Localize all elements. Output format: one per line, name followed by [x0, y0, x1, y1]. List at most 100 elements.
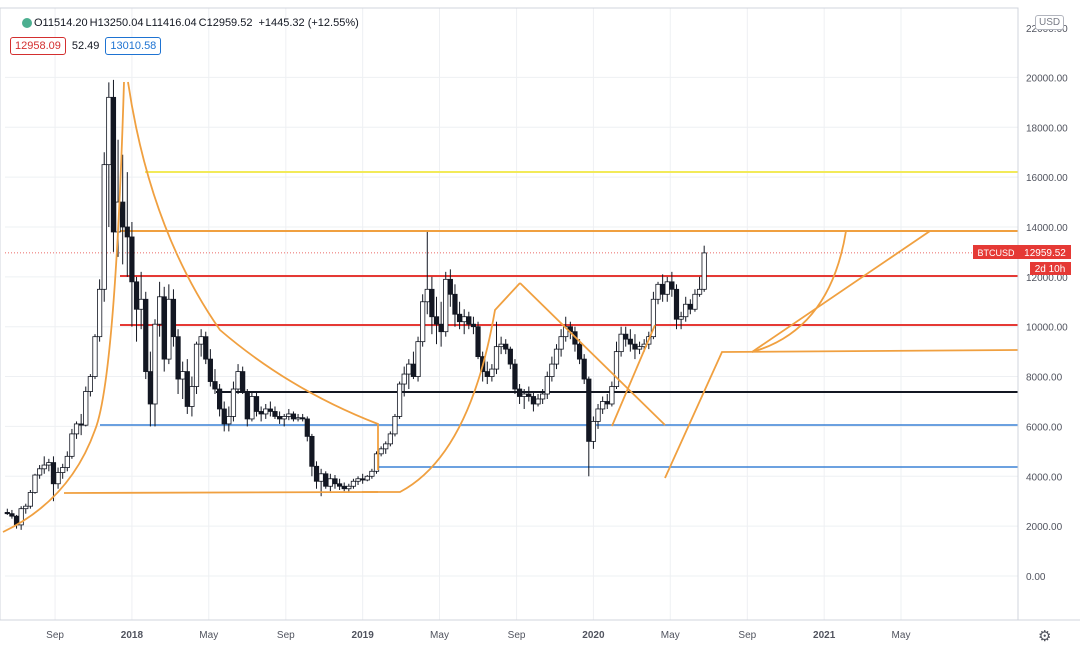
candle [401, 366, 407, 397]
x-tick-label: Sep [508, 630, 526, 641]
candle [230, 381, 237, 422]
candle [101, 152, 107, 302]
candle [350, 478, 357, 489]
candle [369, 468, 375, 479]
downtrend-2019 [519, 282, 666, 426]
candle-body [493, 346, 500, 370]
candle-body [350, 480, 357, 487]
candle [336, 478, 343, 490]
candle [590, 416, 597, 449]
x-tick-label: 2020 [582, 630, 605, 641]
candle [69, 428, 75, 459]
candle [604, 394, 610, 409]
x-tick-label: 2019 [352, 630, 375, 641]
axes: 0.00 2000.00 4000.00 6000.00 8000.00 10000.00… [0, 7, 1080, 641]
candle [360, 473, 366, 484]
candle-body [558, 336, 564, 350]
candle [364, 475, 370, 482]
candle-body [581, 358, 587, 380]
candle [535, 394, 541, 407]
indicator-left-value[interactable]: 12958.09 [10, 37, 66, 55]
candle [683, 296, 689, 322]
candle [276, 411, 283, 424]
candle-body [240, 371, 246, 392]
candle-body [336, 483, 343, 487]
candle [650, 291, 657, 340]
candle [152, 319, 158, 427]
candle-body [143, 298, 149, 372]
candle-body [244, 391, 250, 420]
candle [212, 369, 218, 395]
candle-body [323, 473, 329, 487]
candle-body [544, 376, 550, 395]
candle-body [678, 316, 684, 320]
drawing-lines [5, 171, 1018, 468]
candle [263, 403, 269, 419]
candle [341, 482, 347, 492]
candle-body [60, 467, 66, 473]
candle [267, 401, 273, 417]
candle-body [387, 433, 393, 445]
candle [466, 311, 472, 330]
candle-body [683, 303, 689, 318]
low-value: L11416.04 [145, 17, 197, 29]
candle-body [286, 413, 292, 417]
currency-badge[interactable]: USD [1035, 15, 1065, 30]
candle-body [69, 433, 75, 457]
candle-body [406, 363, 412, 375]
candle [470, 316, 477, 335]
candle [346, 483, 352, 493]
gear-icon[interactable]: ⚙ [1038, 628, 1052, 645]
candle [235, 364, 241, 395]
candle [73, 421, 80, 439]
y-tick-label: 2000.00 [1026, 522, 1063, 533]
price-tag-bg [1019, 245, 1071, 259]
candle [433, 296, 440, 345]
indicator-legend: 12958.09 52.49 13010.58 [10, 37, 162, 55]
candle-body [696, 288, 703, 295]
candle [493, 321, 500, 375]
candle-body [420, 301, 426, 343]
candle [157, 281, 163, 337]
candle-body [475, 326, 481, 358]
candle-body [64, 455, 70, 468]
indicator-right-value[interactable]: 13010.58 [105, 37, 162, 55]
candle [595, 403, 601, 429]
x-tick-label: May [430, 630, 449, 641]
candle-body [309, 435, 315, 467]
candle [120, 154, 126, 265]
candle [586, 376, 592, 477]
candle-body [489, 368, 495, 377]
y-tick-label: 6000.00 [1026, 422, 1063, 433]
candle-body [235, 371, 241, 390]
candle [4, 508, 10, 515]
candle [143, 291, 149, 380]
price-tag: 12959.52 [1024, 248, 1066, 259]
candle [180, 361, 186, 399]
candle-body [447, 278, 453, 295]
candle [396, 381, 403, 419]
symbol-tag-bg [973, 245, 1019, 259]
candle-body [138, 298, 144, 310]
candle-body [438, 323, 444, 333]
candle-body [203, 336, 209, 360]
candle-body [295, 417, 301, 420]
candle [290, 411, 297, 422]
candle [133, 276, 140, 342]
candle [249, 391, 255, 422]
candle [240, 366, 246, 395]
candle [258, 406, 264, 422]
candle [549, 356, 555, 382]
candle-body [456, 313, 463, 323]
candle-body [664, 281, 670, 295]
candle-body [687, 303, 693, 310]
candle [429, 276, 435, 335]
candle-body [258, 411, 264, 415]
candle [600, 396, 606, 414]
candle-body [378, 448, 384, 455]
candle-body [175, 336, 181, 380]
candle-body [46, 462, 52, 466]
candle [304, 416, 310, 442]
candle [424, 231, 430, 315]
